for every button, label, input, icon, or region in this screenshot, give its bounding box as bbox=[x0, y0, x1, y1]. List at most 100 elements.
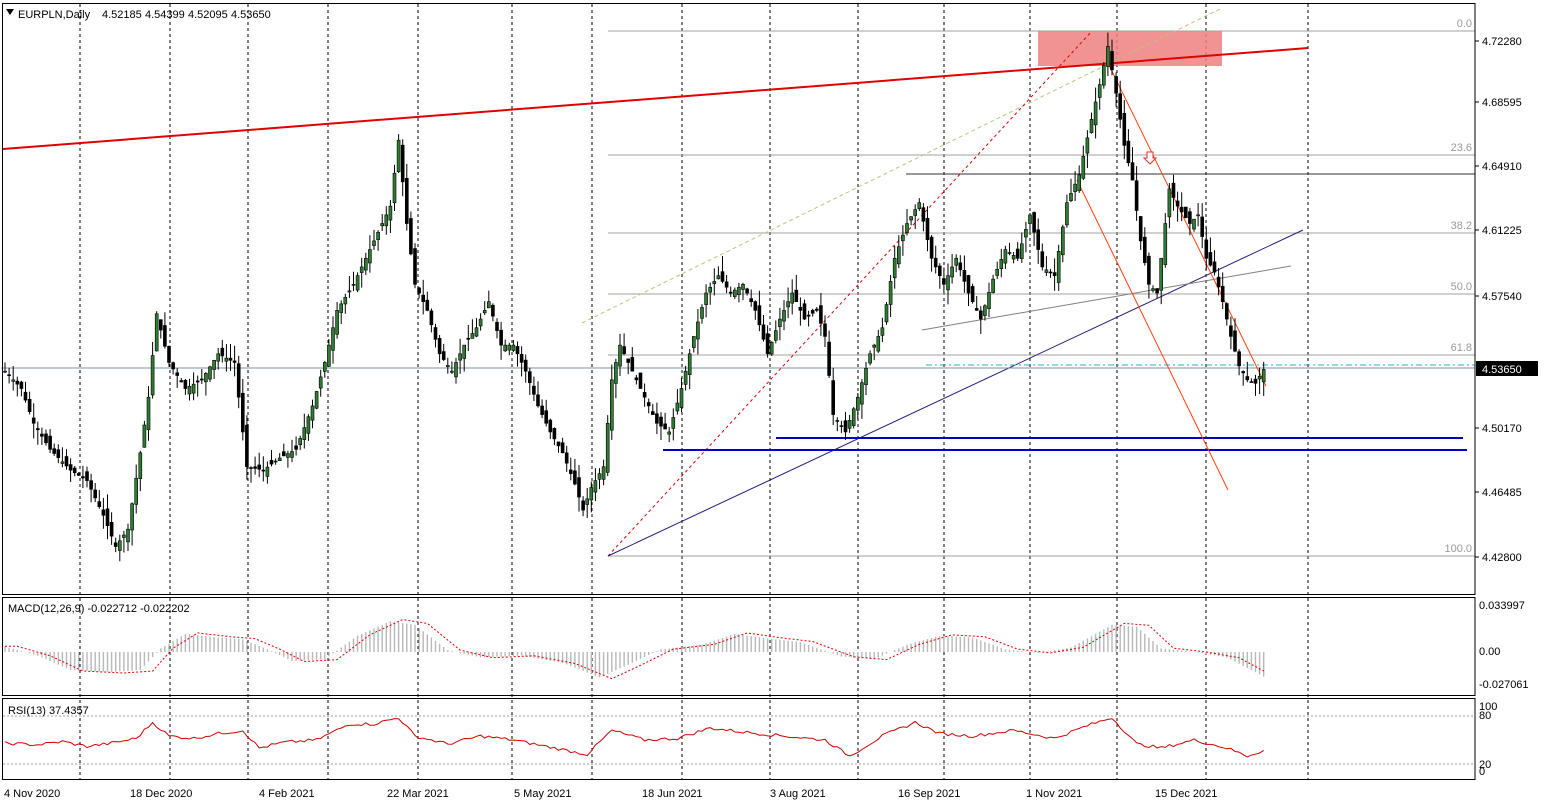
fib-level-label: 100.0 bbox=[1444, 543, 1472, 555]
candle bbox=[761, 314, 766, 342]
candle-body bbox=[773, 330, 778, 341]
candle bbox=[191, 372, 196, 401]
candle bbox=[85, 466, 89, 488]
candle bbox=[1122, 99, 1127, 160]
candle bbox=[1225, 302, 1229, 326]
candle-body bbox=[806, 314, 811, 317]
candle bbox=[790, 279, 795, 315]
y-tick-label: 4.64910 bbox=[1482, 161, 1522, 173]
panel-frame bbox=[2, 3, 1476, 595]
candle-body bbox=[48, 435, 52, 450]
candle-body bbox=[577, 477, 581, 498]
candle bbox=[896, 235, 901, 269]
candle-body bbox=[232, 360, 237, 363]
candle-body bbox=[1249, 381, 1254, 383]
candle bbox=[1237, 349, 1241, 376]
macd-tick-label: 0.00 bbox=[1479, 646, 1500, 658]
x-tick-label: 5 May 2021 bbox=[514, 788, 571, 800]
candle bbox=[556, 441, 561, 453]
candle-body bbox=[1056, 251, 1061, 283]
chart-header[interactable]: EURPLN,Daily 4.52185 4.54399 4.52095 4.5… bbox=[6, 9, 271, 21]
candle-body bbox=[1130, 162, 1135, 181]
candle bbox=[671, 408, 676, 441]
candle bbox=[241, 378, 245, 441]
candle bbox=[31, 403, 36, 439]
candle bbox=[1155, 288, 1159, 299]
macd-tick-label: -0.027061 bbox=[1479, 679, 1529, 691]
candle bbox=[1032, 211, 1036, 247]
candle-body bbox=[241, 392, 245, 433]
candle-body bbox=[839, 425, 844, 427]
candle-body bbox=[118, 540, 122, 551]
candle bbox=[728, 286, 733, 297]
candle-body bbox=[97, 501, 102, 507]
x-tick-label: 4 Nov 2020 bbox=[4, 788, 60, 800]
candle-body bbox=[11, 379, 15, 382]
candle-body bbox=[208, 366, 212, 380]
candle-body bbox=[753, 301, 758, 311]
rsi-label: RSI(13) 37.4357 bbox=[8, 705, 89, 717]
candle bbox=[577, 465, 581, 512]
candle bbox=[298, 435, 303, 451]
candle-body bbox=[81, 476, 85, 479]
candle-body bbox=[527, 371, 532, 384]
candle bbox=[474, 318, 479, 338]
candle bbox=[720, 256, 725, 284]
candle-body bbox=[1147, 255, 1151, 285]
candle-body bbox=[261, 469, 266, 472]
candle-body bbox=[425, 299, 430, 311]
candle bbox=[154, 311, 159, 352]
candle-body bbox=[1179, 206, 1184, 213]
candle-body bbox=[179, 380, 184, 383]
candle-body bbox=[679, 388, 684, 408]
candle-body bbox=[52, 448, 57, 454]
candle bbox=[568, 457, 573, 481]
candle bbox=[200, 369, 204, 385]
candle-body bbox=[363, 257, 368, 271]
candle-body bbox=[1011, 255, 1016, 260]
candle bbox=[232, 345, 237, 377]
candle bbox=[159, 319, 163, 339]
candle bbox=[396, 134, 401, 174]
candle bbox=[1073, 171, 1077, 202]
candle bbox=[97, 489, 102, 509]
candle-body bbox=[720, 271, 725, 282]
candle bbox=[15, 376, 20, 397]
candle bbox=[1114, 72, 1118, 107]
candle bbox=[331, 316, 335, 364]
candle bbox=[56, 444, 61, 464]
candle bbox=[814, 307, 819, 313]
candle bbox=[716, 266, 721, 280]
candle bbox=[970, 283, 975, 304]
candle-body bbox=[253, 466, 257, 469]
candle bbox=[48, 429, 52, 453]
candle-body bbox=[228, 357, 233, 361]
candle-body bbox=[1134, 180, 1139, 211]
candle bbox=[294, 436, 298, 456]
candle-body bbox=[1122, 112, 1127, 146]
dropdown-triangle-icon[interactable] bbox=[6, 9, 14, 15]
panel-frame bbox=[2, 698, 1476, 780]
candle-body bbox=[150, 355, 155, 396]
candle bbox=[593, 468, 598, 502]
candle-body bbox=[687, 353, 692, 375]
candle-body bbox=[163, 325, 167, 347]
candle bbox=[888, 274, 893, 317]
candle bbox=[650, 403, 655, 416]
candle-body bbox=[273, 460, 278, 463]
candle-body bbox=[614, 362, 618, 384]
candle-body bbox=[937, 265, 942, 276]
candle bbox=[585, 488, 590, 519]
candle bbox=[384, 206, 389, 235]
candle-body bbox=[85, 471, 89, 481]
candle bbox=[175, 368, 179, 388]
candle-body bbox=[281, 451, 286, 457]
candle-body bbox=[154, 313, 159, 352]
ohlc-close: 4.53650 bbox=[231, 9, 271, 21]
candle bbox=[942, 267, 946, 293]
candle bbox=[798, 297, 803, 326]
candle-body bbox=[507, 344, 512, 351]
candle bbox=[675, 389, 680, 415]
candle-body bbox=[335, 310, 339, 335]
